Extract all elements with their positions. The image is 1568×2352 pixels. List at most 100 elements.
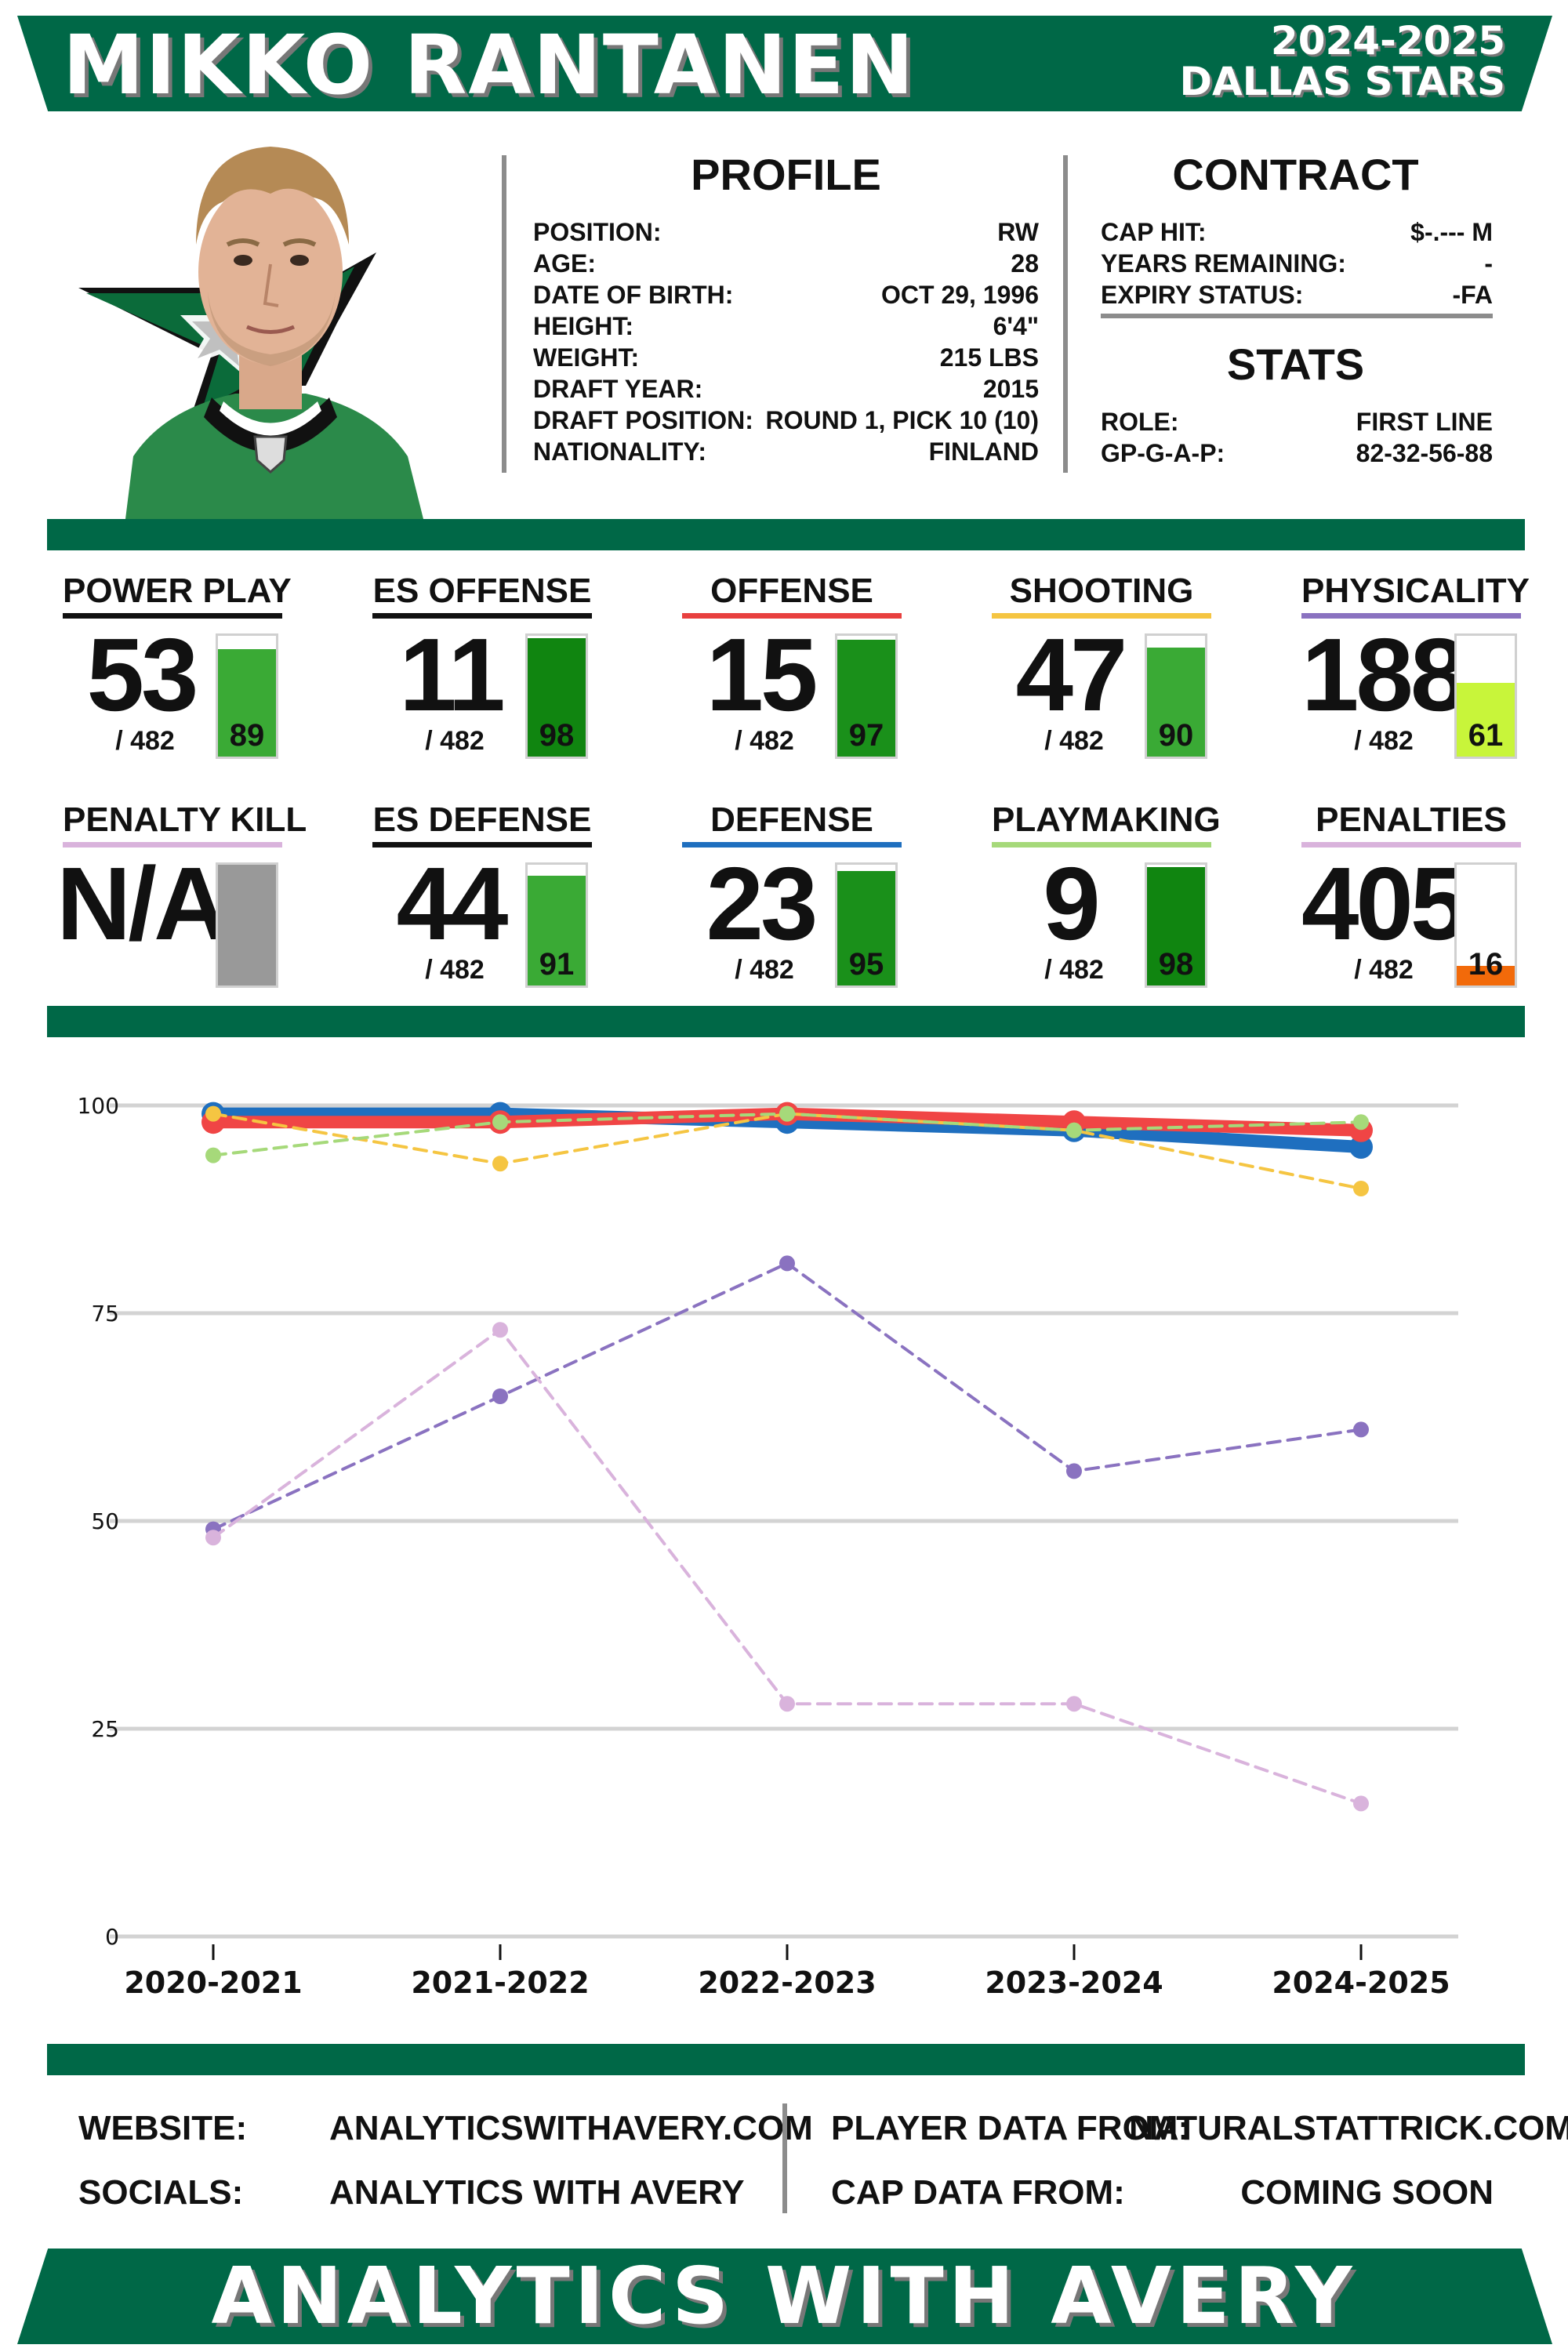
metric-tile: OFFENSE 15/ 482 97 xyxy=(682,571,902,782)
metric-label: OFFENSE xyxy=(710,572,873,610)
cap-data-source: COMING SOON xyxy=(1240,2173,1494,2212)
percentile-trend-chart: 0 25 50 75 100 2020-2021 2021-2022 2022-2023 202… xyxy=(0,1051,1568,2023)
contract-value: $-.--- M xyxy=(1410,218,1493,246)
data-point xyxy=(492,1114,508,1131)
contract-label: CAP HIT: xyxy=(1101,218,1207,246)
player-data-source[interactable]: NATURALSTATTRICK.COM xyxy=(1129,2109,1568,2147)
data-point xyxy=(1349,1135,1373,1159)
data-point xyxy=(1066,1122,1082,1138)
metric-tile: POWER PLAY 53/ 482 89 xyxy=(63,571,292,782)
section-separator-3 xyxy=(47,2044,1525,2075)
profile-value: OCT 29, 1996 xyxy=(881,281,1039,309)
percentile-value: 98 xyxy=(1158,947,1194,982)
chart-canvas: 0 25 50 75 100 2020-2021 2021-2022 2022-2023 202… xyxy=(78,1093,1458,2000)
metric-rank: 15 xyxy=(706,617,818,732)
metric-underline xyxy=(682,842,902,848)
percentile-gauge: 91 xyxy=(525,862,588,988)
stats-row: ROLE: FIRST LINE xyxy=(1101,406,1493,437)
metric-underline xyxy=(63,842,282,848)
metric-label: PENALTIES xyxy=(1316,800,1507,839)
percentile-value: 90 xyxy=(1158,718,1194,753)
contract-value: - xyxy=(1484,249,1493,278)
socials-link[interactable]: ANALYTICS WITH AVERY xyxy=(329,2173,745,2212)
metric-total: / 482 xyxy=(1044,726,1104,756)
profile-value: RW xyxy=(997,218,1039,246)
percentile-fill xyxy=(218,865,276,985)
percentile-fill xyxy=(528,638,586,757)
player-data-label: PLAYER DATA FROM: xyxy=(831,2109,1190,2147)
website-link[interactable]: ANALYTICSWITHAVERY.COM xyxy=(329,2109,813,2147)
y-tick-label: 0 xyxy=(105,1924,119,1950)
data-point xyxy=(492,1322,508,1338)
stats-value: FIRST LINE xyxy=(1356,408,1493,436)
data-point xyxy=(1066,1463,1082,1479)
data-point xyxy=(1353,1181,1369,1196)
profile-value: 6'4" xyxy=(993,312,1039,340)
metric-rank: 47 xyxy=(1015,617,1128,732)
website-label: WEBSITE: xyxy=(78,2109,248,2147)
metric-total: / 482 xyxy=(1354,726,1414,756)
contract-label: EXPIRY STATUS: xyxy=(1101,281,1304,309)
percentile-fill xyxy=(1147,648,1205,757)
percentile-gauge: 98 xyxy=(1145,862,1207,988)
footer-banner xyxy=(17,2249,1552,2344)
percentile-value: 91 xyxy=(539,947,575,982)
metric-total: / 482 xyxy=(425,726,485,756)
percentile-gauge: 97 xyxy=(835,633,898,759)
metric-label: ES DEFENSE xyxy=(372,800,592,839)
section-separator-2 xyxy=(47,1006,1525,1037)
series-line xyxy=(212,1328,1363,1806)
data-point xyxy=(1353,1114,1369,1131)
profile-label: NATIONALITY: xyxy=(533,437,706,466)
metric-total: / 482 xyxy=(735,726,794,756)
percentile-gauge: 95 xyxy=(835,862,898,988)
profile-row: DATE OF BIRTH: OCT 29, 1996 xyxy=(533,279,1039,310)
metric-rank: 9 xyxy=(1043,846,1100,961)
percentile-gauge: 89 xyxy=(216,633,278,759)
profile-value: ROUND 1, PICK 10 (10) xyxy=(765,406,1039,434)
metric-tile: PENALTIES 405/ 482 16 xyxy=(1301,800,1521,1011)
metric-total: / 482 xyxy=(1354,955,1414,985)
stats-label: GP-G-A-P: xyxy=(1101,439,1225,467)
profile-value: FINLAND xyxy=(928,437,1039,466)
percentile-gauge: 16 xyxy=(1454,862,1517,988)
percentile-value: 97 xyxy=(848,718,884,753)
contract-label: YEARS REMAINING: xyxy=(1101,249,1346,278)
percentile-gauge: 90 xyxy=(1145,633,1207,759)
metric-total: / 482 xyxy=(1044,955,1104,985)
metric-label: SHOOTING xyxy=(1009,572,1194,610)
percentile-fill xyxy=(218,648,276,757)
player-name: MIKKO RANTANEN xyxy=(63,17,916,113)
metric-total: / 482 xyxy=(115,726,175,756)
metric-underline xyxy=(372,613,592,619)
metric-rank: 23 xyxy=(706,846,818,961)
series-line xyxy=(212,1261,1363,1531)
percentile-value: 16 xyxy=(1468,947,1504,982)
metric-label: PENALTY KILL xyxy=(63,800,307,839)
contract-row: CAP HIT: $-.--- M xyxy=(1101,216,1493,248)
footer-divider xyxy=(782,2103,787,2213)
metric-total: / 482 xyxy=(425,955,485,985)
profile-label: AGE: xyxy=(533,249,596,278)
stats-title: STATS xyxy=(1226,339,1365,389)
profile-value: 215 LBS xyxy=(939,343,1039,372)
profile-label: POSITION: xyxy=(533,218,662,246)
profile-label: HEIGHT: xyxy=(533,312,633,340)
data-point xyxy=(205,1530,221,1546)
metric-rank: 405 xyxy=(1301,846,1468,961)
metric-label: POWER PLAY xyxy=(63,572,292,610)
contract-row: EXPIRY STATUS: -FA xyxy=(1101,279,1493,310)
x-tick-label: 2021-2022 xyxy=(411,1965,589,2000)
metric-rank: 188 xyxy=(1301,617,1468,732)
metric-tile: PHYSICALITY 188/ 482 61 xyxy=(1301,571,1530,782)
data-point xyxy=(205,1147,221,1163)
metric-rank: N/A xyxy=(56,846,228,961)
metric-underline xyxy=(992,613,1211,619)
profile-value: 28 xyxy=(1011,249,1039,278)
x-tick-label: 2020-2021 xyxy=(124,1965,302,2000)
x-tick-label: 2023-2024 xyxy=(985,1965,1163,2000)
profile-row: HEIGHT: 6'4" xyxy=(533,310,1039,342)
percentile-gauge: 61 xyxy=(1454,633,1517,759)
profile-value: 2015 xyxy=(982,375,1039,403)
data-point xyxy=(492,1388,508,1404)
